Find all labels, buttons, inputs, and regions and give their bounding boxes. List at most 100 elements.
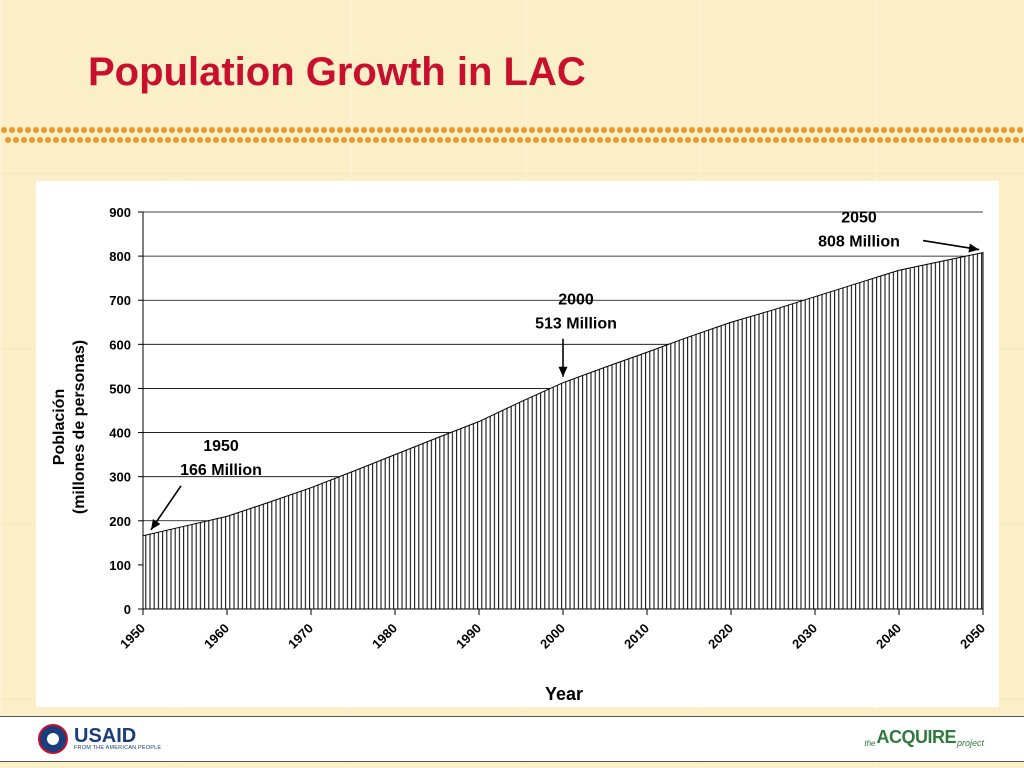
decorative-dot [165,137,171,143]
decorative-dot [977,127,983,133]
decorative-dot [505,127,511,133]
decorative-dot [601,127,607,133]
decorative-dot [857,127,863,133]
decorative-dot [717,137,723,143]
decorative-dot [317,137,323,143]
decorative-dot [661,137,667,143]
decorative-dot [837,137,843,143]
decorative-dot [761,127,767,133]
chart-panel: 0 100 200 300 400 500 600 700 800 900 1950 1960 1970… [36,181,999,707]
decorative-dot [481,127,487,133]
decorative-dot [865,127,871,133]
decorative-dot [589,137,595,143]
population-area-chart: 0 100 200 300 400 500 600 700 800 900 1950 1960 1970… [51,205,988,704]
usaid-tagline: FROM THE AMERICAN PEOPLE [74,745,162,752]
decorative-dot [509,137,515,143]
decorative-dot [569,127,575,133]
decorative-dot [97,127,103,133]
decorative-dot [765,137,771,143]
decorative-dot [557,137,563,143]
usaid-logo: USAID FROM THE AMERICAN PEOPLE [38,722,161,756]
decorative-dot [237,137,243,143]
decorative-dot [389,137,395,143]
y-tick-label: 600 [109,337,131,352]
decorative-dot [289,127,295,133]
decorative-dot [825,127,831,133]
decorative-dot [669,137,675,143]
decorative-dot [89,127,95,133]
decorative-dot [609,127,615,133]
decorative-dot [109,137,115,143]
decorative-dot [561,127,567,133]
decorative-dot [133,137,139,143]
annotation-year: 1950 [203,438,239,455]
decorative-dot [257,127,263,133]
decorative-dot [513,127,519,133]
decorative-dot [845,137,851,143]
decorative-dot [893,137,899,143]
decorative-dot [425,127,431,133]
decorative-dot [545,127,551,133]
y-axis-label-line-1: Población [51,389,68,465]
decorative-dot [433,127,439,133]
decorative-dot [5,137,11,143]
decorative-dot [265,127,271,133]
decorative-dot [233,127,239,133]
decorative-dot [189,137,195,143]
decorative-dot [469,137,475,143]
decorative-dot [957,137,963,143]
decorative-dot [701,137,707,143]
decorative-dot [849,127,855,133]
decorative-dot [173,137,179,143]
annotation-arrowhead [558,366,568,377]
decorative-dot [709,137,715,143]
decorative-dot [573,137,579,143]
decorative-dot [617,127,623,133]
decorative-dot [625,127,631,133]
decorative-dot [117,137,123,143]
decorative-dot [549,137,555,143]
decorative-dot [365,137,371,143]
decorative-dot [273,127,279,133]
decorative-dot [105,127,111,133]
decorative-dot [853,137,859,143]
annotation-arrowhead [968,243,979,253]
decorative-dot [821,137,827,143]
decorative-dot [921,127,927,133]
decorative-dot [85,137,91,143]
decorative-dot [629,137,635,143]
decorative-dot [713,127,719,133]
decorative-dot [13,137,19,143]
x-tick-label: 2020 [705,621,736,652]
acquire-wordmark: ACQUIRE [876,727,956,747]
decorative-dot [869,137,875,143]
decorative-dot [793,127,799,133]
decorative-dot [497,127,503,133]
decorative-dot [581,137,587,143]
decorative-dot [965,137,971,143]
x-tick-label: 2010 [621,621,652,652]
decorative-dot [149,137,155,143]
decorative-dot [673,127,679,133]
acquire-project-logo: the ACQUIRE project [864,727,984,748]
decorative-dot [401,127,407,133]
decorative-dot [333,137,339,143]
decorative-dot [341,137,347,143]
decorative-dot [9,127,15,133]
x-tick-label: 2050 [957,621,988,652]
decorative-dot [225,127,231,133]
decorative-dot [1021,137,1024,143]
decorative-dot [65,127,71,133]
decorative-dot [321,127,327,133]
decorative-dot [553,127,559,133]
decorative-dot [645,137,651,143]
decorative-dot-divider [1,127,1024,143]
decorative-dot [877,137,883,143]
decorative-dot [329,127,335,133]
annotation-value: 513 Million [535,316,617,333]
decorative-dot [813,137,819,143]
decorative-dot [681,127,687,133]
decorative-dot [49,127,55,133]
decorative-dot [209,127,215,133]
decorative-dot [417,127,423,133]
